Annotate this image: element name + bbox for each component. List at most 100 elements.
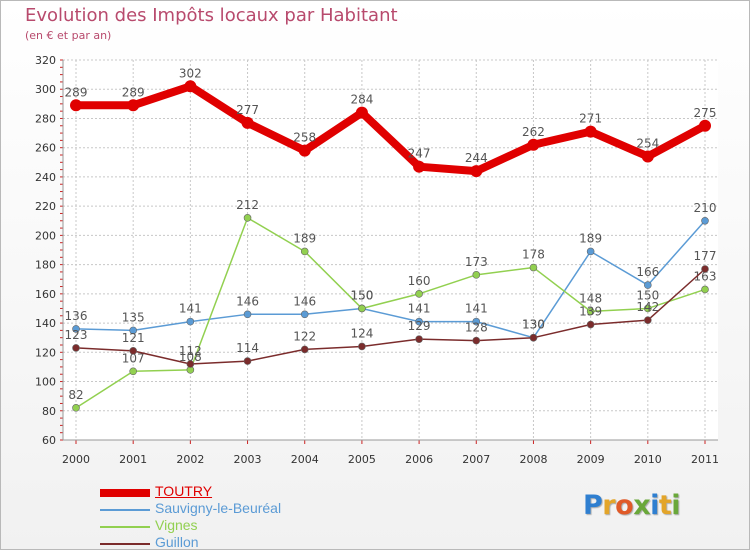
- data-point: [586, 320, 595, 329]
- y-tick-label: 100: [35, 376, 56, 389]
- logo-letter: r: [602, 490, 616, 521]
- data-label: 141: [179, 302, 202, 316]
- data-point: [415, 335, 423, 343]
- data-label: 141: [408, 302, 431, 316]
- data-point: [72, 325, 80, 333]
- logo-letter: x: [633, 490, 651, 521]
- x-tick-label: 2007: [462, 453, 490, 466]
- data-point: [529, 263, 538, 272]
- data-point: [186, 317, 195, 326]
- data-point: [186, 360, 195, 368]
- x-tick-label: 2010: [634, 453, 662, 466]
- data-label: 244: [465, 151, 488, 165]
- data-point: [243, 214, 252, 222]
- data-label: 173: [465, 255, 488, 269]
- data-label: 178: [522, 248, 545, 262]
- data-point: [472, 336, 481, 345]
- data-label: 148: [579, 291, 602, 305]
- y-tick-label: 300: [35, 83, 56, 96]
- logo-letter: i: [650, 490, 659, 521]
- data-point: [355, 106, 368, 119]
- proxiti-logo: Proxiti: [583, 490, 681, 521]
- data-label: 146: [236, 294, 259, 308]
- data-label: 150: [636, 288, 659, 302]
- y-tick-label: 120: [35, 346, 56, 359]
- logo-letter: P: [583, 490, 603, 521]
- series-line-vignes: [75, 217, 706, 409]
- y-tick-label: 240: [35, 171, 56, 184]
- data-label: 212: [236, 198, 259, 212]
- data-label: 262: [522, 125, 545, 139]
- data-label: 82: [68, 388, 83, 402]
- chart-legend: TOUTRY Sauvigny-le-Beuréal Vignes Guillo…: [100, 483, 360, 552]
- legend-label-guillon: Guillon: [155, 534, 199, 550]
- x-tick-label: 2000: [62, 453, 90, 466]
- x-tick-label: 2009: [577, 453, 605, 466]
- data-label: 284: [350, 93, 373, 107]
- legend-item-guillon: Guillon: [100, 534, 360, 552]
- y-tick-label: 320: [35, 54, 56, 67]
- data-point: [72, 404, 80, 412]
- data-label: 122: [293, 329, 316, 343]
- data-point: [415, 317, 423, 326]
- y-tick-label: 60: [42, 434, 56, 447]
- data-point: [699, 119, 711, 132]
- data-label: 258: [293, 131, 316, 145]
- x-tick-label: 2004: [291, 453, 319, 466]
- data-point: [358, 304, 366, 313]
- data-label: 247: [408, 147, 431, 161]
- legend-item-vignes: Vignes: [100, 517, 360, 535]
- data-label: 160: [408, 274, 431, 288]
- data-label: 163: [694, 269, 717, 283]
- logo-letter: t: [658, 490, 672, 521]
- logo-letter: i: [671, 490, 681, 521]
- data-label: 289: [65, 85, 88, 99]
- data-point: [129, 367, 137, 376]
- data-label: 177: [694, 249, 717, 263]
- data-label: 142: [636, 300, 659, 314]
- data-point: [129, 347, 137, 355]
- data-label: 150: [350, 288, 373, 302]
- data-point: [300, 345, 309, 354]
- data-label: 135: [122, 310, 145, 324]
- data-point: [641, 150, 654, 163]
- legend-label-toutry: TOUTRY: [155, 483, 213, 499]
- y-tick-label: 180: [35, 259, 56, 272]
- data-label: 166: [636, 265, 659, 279]
- data-point: [72, 344, 80, 352]
- data-label: 107: [122, 351, 145, 365]
- data-label: 254: [636, 136, 659, 150]
- y-tick-label: 280: [35, 112, 56, 125]
- data-point: [701, 285, 709, 294]
- data-point: [701, 216, 709, 225]
- data-label: 130: [522, 318, 545, 332]
- logo-letter: o: [615, 490, 634, 521]
- data-label: 124: [350, 326, 373, 340]
- legend-swatch-vignes: [100, 526, 150, 528]
- data-point: [527, 138, 540, 151]
- data-point: [300, 310, 309, 319]
- data-point: [529, 333, 538, 342]
- chart-subtitle: (en € et par an): [25, 29, 112, 42]
- y-tick-label: 140: [35, 317, 56, 330]
- data-label: 114: [236, 341, 259, 355]
- data-label: 271: [579, 112, 602, 126]
- legend-swatch-guillon: [100, 543, 150, 545]
- data-point: [129, 326, 137, 335]
- x-tick-label: 2002: [176, 453, 204, 466]
- data-point: [415, 290, 423, 298]
- y-tick-label: 260: [35, 142, 56, 155]
- data-point: [472, 317, 481, 326]
- y-tick-label: 200: [35, 229, 56, 242]
- chart-title: Evolution des Impôts locaux par Habitant: [25, 5, 398, 26]
- data-label: 141: [465, 302, 488, 316]
- legend-swatch-sauvigny: [100, 509, 150, 511]
- x-tick-label: 2008: [519, 453, 547, 466]
- data-label: 289: [122, 85, 145, 99]
- x-tick-label: 2005: [348, 453, 376, 466]
- data-label: 210: [694, 201, 717, 215]
- y-tick-label: 80: [42, 405, 56, 418]
- series-line-sauvigny-le-beur-al: [75, 220, 706, 339]
- data-point: [358, 342, 366, 351]
- data-label: 121: [122, 331, 145, 345]
